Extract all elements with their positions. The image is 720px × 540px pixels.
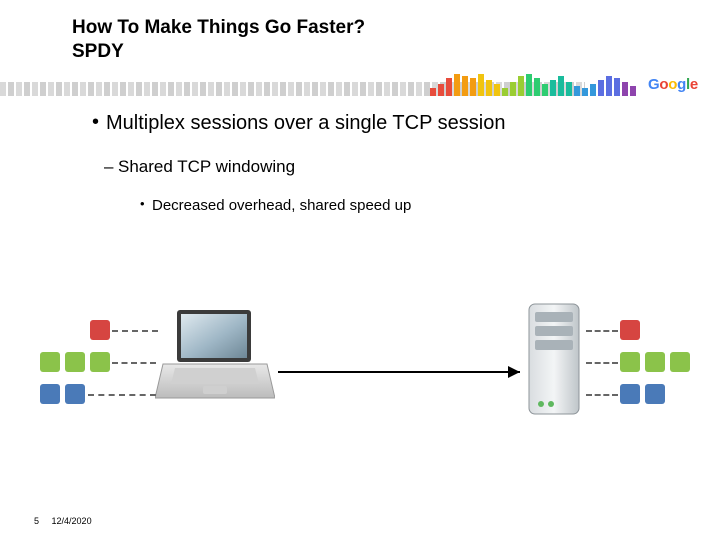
left-packet-green [65,352,85,372]
dashed-connector [586,394,618,396]
left-packet-green [40,352,60,372]
dashed-connector [112,330,158,332]
dashed-connector [88,394,156,396]
left-packet-blue [65,384,85,404]
dashed-connector [112,362,156,364]
page-number: 5 [34,516,39,526]
right-packet-blue [620,384,640,404]
right-packet-blue [645,384,665,404]
title-line-2: SPDY [72,40,720,64]
google-logo: Google [648,76,698,93]
right-packet-red [620,320,640,340]
slide-footer: 5 12/4/2020 [34,516,92,526]
title-line-1: How To Make Things Go Faster? [72,16,720,40]
right-packet-green [620,352,640,372]
arrow-icon [40,300,680,460]
network-diagram [40,300,680,460]
divider-band: Google [0,74,720,96]
bullet-level1: Multiplex sessions over a single TCP ses… [92,112,505,135]
right-packet-green [670,352,690,372]
left-packet-red [90,320,110,340]
slide-title: How To Make Things Go Faster? SPDY [0,0,720,64]
dashed-connector [586,330,618,332]
footer-date: 12/4/2020 [52,516,92,526]
bullet-level2: Shared TCP windowing [104,157,505,177]
spectrum-bars [430,74,640,96]
right-packet-green [645,352,665,372]
dashed-connector [586,362,618,364]
bullet-level3: Decreased overhead, shared speed up [140,197,505,214]
left-packet-green [90,352,110,372]
content-area: Multiplex sessions over a single TCP ses… [92,112,505,214]
left-packet-blue [40,384,60,404]
